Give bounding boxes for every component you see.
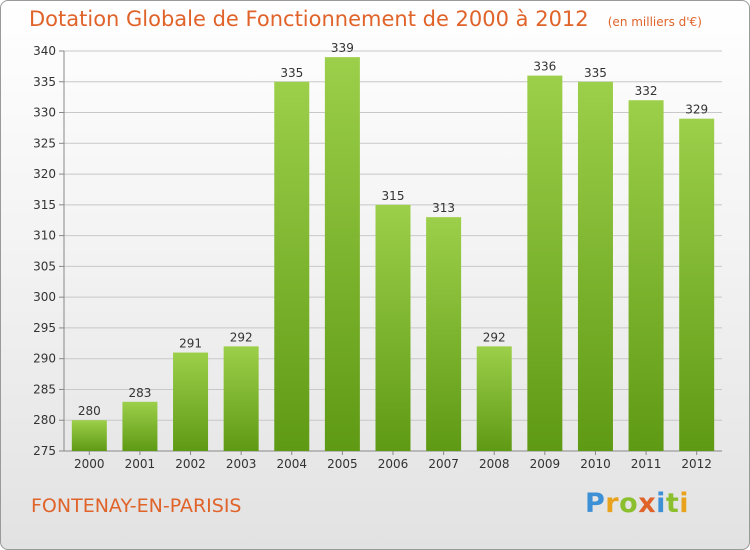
y-tick-label: 285 <box>33 382 56 396</box>
bar <box>274 81 310 452</box>
x-tick-label: 2011 <box>631 457 662 471</box>
bar <box>628 100 664 451</box>
x-tick-label: 2004 <box>276 457 307 471</box>
y-tick-label: 300 <box>33 290 56 304</box>
logo-letter: i <box>656 488 666 519</box>
y-tick-label: 315 <box>33 198 56 212</box>
data-label: 315 <box>382 189 405 203</box>
x-tick-label: 2002 <box>175 457 206 471</box>
y-tick-label: 280 <box>33 413 56 427</box>
data-label: 292 <box>483 330 506 344</box>
logo-letter: x <box>638 488 657 519</box>
chart-unit-note: (en milliers d'€) <box>607 15 702 29</box>
chart-title-block: Dotation Globale de Fonctionnement de 20… <box>29 7 702 31</box>
x-tick-label: 2009 <box>530 457 561 471</box>
x-tick-label: 2003 <box>226 457 257 471</box>
y-tick-label: 295 <box>33 321 56 335</box>
data-label: 339 <box>331 41 354 55</box>
y-tick-label: 320 <box>33 167 56 181</box>
logo-letter: t <box>665 488 680 519</box>
bar <box>426 217 462 451</box>
data-label: 283 <box>128 386 151 400</box>
data-label: 292 <box>230 330 253 344</box>
x-tick-label: 2007 <box>428 457 459 471</box>
data-label: 313 <box>432 201 455 215</box>
logo-letter: o <box>619 488 639 519</box>
y-tick-label: 290 <box>33 352 56 366</box>
bar <box>223 346 259 451</box>
data-label: 280 <box>78 404 101 418</box>
data-label: 335 <box>584 66 607 80</box>
x-tick-label: 2000 <box>74 457 105 471</box>
bar <box>375 204 411 451</box>
x-tick-label: 2012 <box>681 457 712 471</box>
logo-letter: r <box>605 488 620 519</box>
x-tick-label: 2005 <box>327 457 358 471</box>
x-tick-label: 2010 <box>580 457 611 471</box>
bar <box>527 75 563 451</box>
bar <box>324 57 360 452</box>
data-label: 335 <box>280 66 303 80</box>
commune-name: FONTENAY-EN-PARISIS <box>31 495 242 517</box>
bar <box>476 346 512 451</box>
bar <box>577 81 613 452</box>
logo-letter: P <box>585 488 606 519</box>
y-tick-label: 335 <box>33 75 56 89</box>
data-label: 291 <box>179 337 202 351</box>
bar <box>122 401 158 451</box>
y-tick-label: 305 <box>33 259 56 273</box>
chart-title: Dotation Globale de Fonctionnement de 20… <box>29 7 589 31</box>
data-label: 332 <box>635 84 658 98</box>
logo-letter: i <box>679 488 690 519</box>
x-tick-label: 2001 <box>125 457 156 471</box>
y-tick-label: 310 <box>33 229 56 243</box>
bar <box>173 352 209 451</box>
x-tick-label: 2008 <box>479 457 510 471</box>
data-label: 336 <box>533 60 556 74</box>
bar <box>71 420 107 451</box>
data-label: 329 <box>685 103 708 117</box>
y-tick-label: 325 <box>33 136 56 150</box>
proxiti-logo: Proxiti <box>585 488 689 519</box>
y-tick-label: 330 <box>33 106 56 120</box>
bar <box>679 118 715 451</box>
y-tick-label: 340 <box>33 44 56 58</box>
y-tick-label: 275 <box>33 444 56 458</box>
x-tick-label: 2006 <box>378 457 409 471</box>
